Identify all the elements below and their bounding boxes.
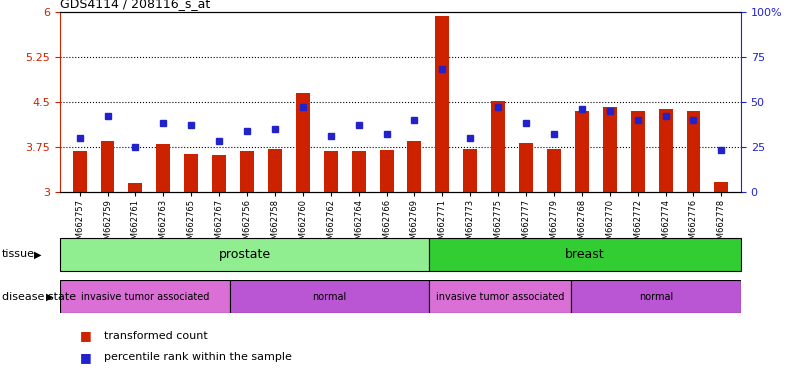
Bar [60, 238, 429, 271]
Bar [231, 280, 429, 313]
Text: tissue: tissue [2, 249, 34, 260]
Text: ■: ■ [80, 351, 92, 364]
Bar [519, 143, 533, 192]
Text: ▶: ▶ [46, 291, 53, 302]
Text: percentile rank within the sample: percentile rank within the sample [104, 352, 292, 362]
Bar [60, 280, 231, 313]
Bar [463, 149, 477, 192]
Bar [101, 141, 115, 192]
Bar [268, 149, 282, 192]
Bar [408, 141, 421, 192]
Text: GDS4114 / 208116_s_at: GDS4114 / 208116_s_at [60, 0, 211, 10]
Text: breast: breast [565, 248, 605, 261]
Bar [547, 149, 561, 192]
Text: ■: ■ [80, 329, 92, 343]
Bar [240, 151, 254, 192]
Bar [603, 107, 617, 192]
Bar [686, 111, 700, 192]
Text: transformed count: transformed count [104, 331, 208, 341]
Bar [491, 101, 505, 192]
Bar [128, 183, 143, 192]
Bar [324, 151, 338, 192]
Bar [714, 182, 728, 192]
Bar [575, 111, 589, 192]
Bar [296, 93, 310, 192]
Bar [570, 280, 741, 313]
Text: prostate: prostate [219, 248, 271, 261]
Text: normal: normal [638, 291, 673, 302]
Bar [352, 151, 365, 192]
Text: normal: normal [312, 291, 347, 302]
Bar [380, 151, 393, 192]
Bar [156, 144, 171, 192]
Bar [184, 154, 198, 192]
Bar [658, 109, 673, 192]
Bar [429, 280, 570, 313]
Text: ▶: ▶ [34, 249, 41, 260]
Bar [429, 238, 741, 271]
Bar [73, 151, 87, 192]
Bar [436, 17, 449, 192]
Bar [630, 111, 645, 192]
Text: invasive tumor associated: invasive tumor associated [436, 291, 564, 302]
Bar [212, 155, 226, 192]
Text: invasive tumor associated: invasive tumor associated [81, 291, 209, 302]
Text: disease state: disease state [2, 291, 76, 302]
